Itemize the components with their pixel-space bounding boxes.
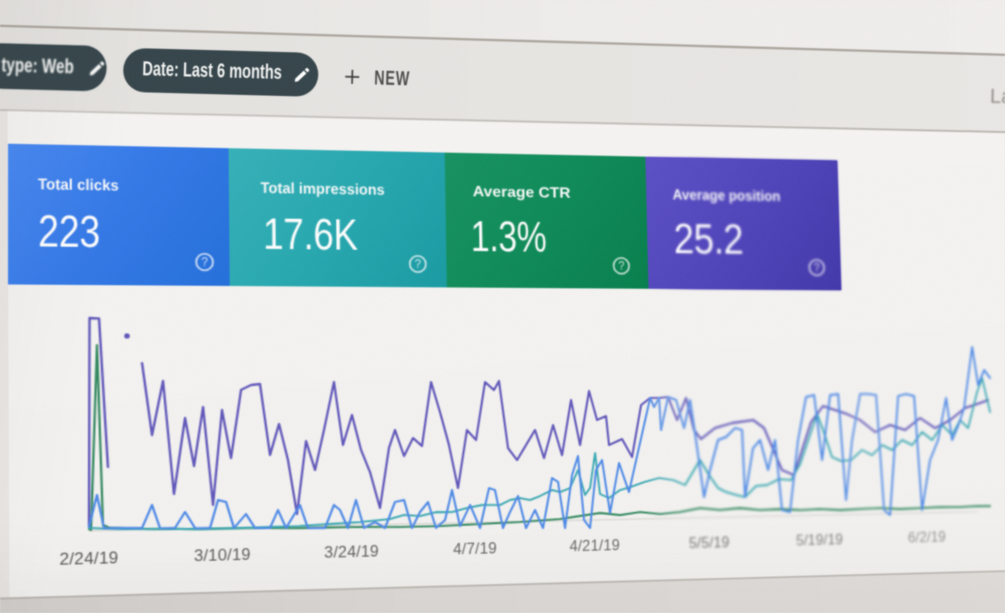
svg-text:4/21/19: 4/21/19	[569, 537, 620, 555]
svg-text:3/24/19: 3/24/19	[324, 543, 379, 562]
svg-text:5/19/19: 5/19/19	[796, 531, 843, 548]
svg-text:5/5/19: 5/5/19	[689, 534, 730, 551]
svg-text:4/7/19: 4/7/19	[453, 540, 497, 558]
svg-text:6/2/19: 6/2/19	[908, 529, 946, 546]
svg-text:2/24/19: 2/24/19	[59, 549, 118, 569]
svg-text:3/10/19: 3/10/19	[194, 546, 251, 565]
